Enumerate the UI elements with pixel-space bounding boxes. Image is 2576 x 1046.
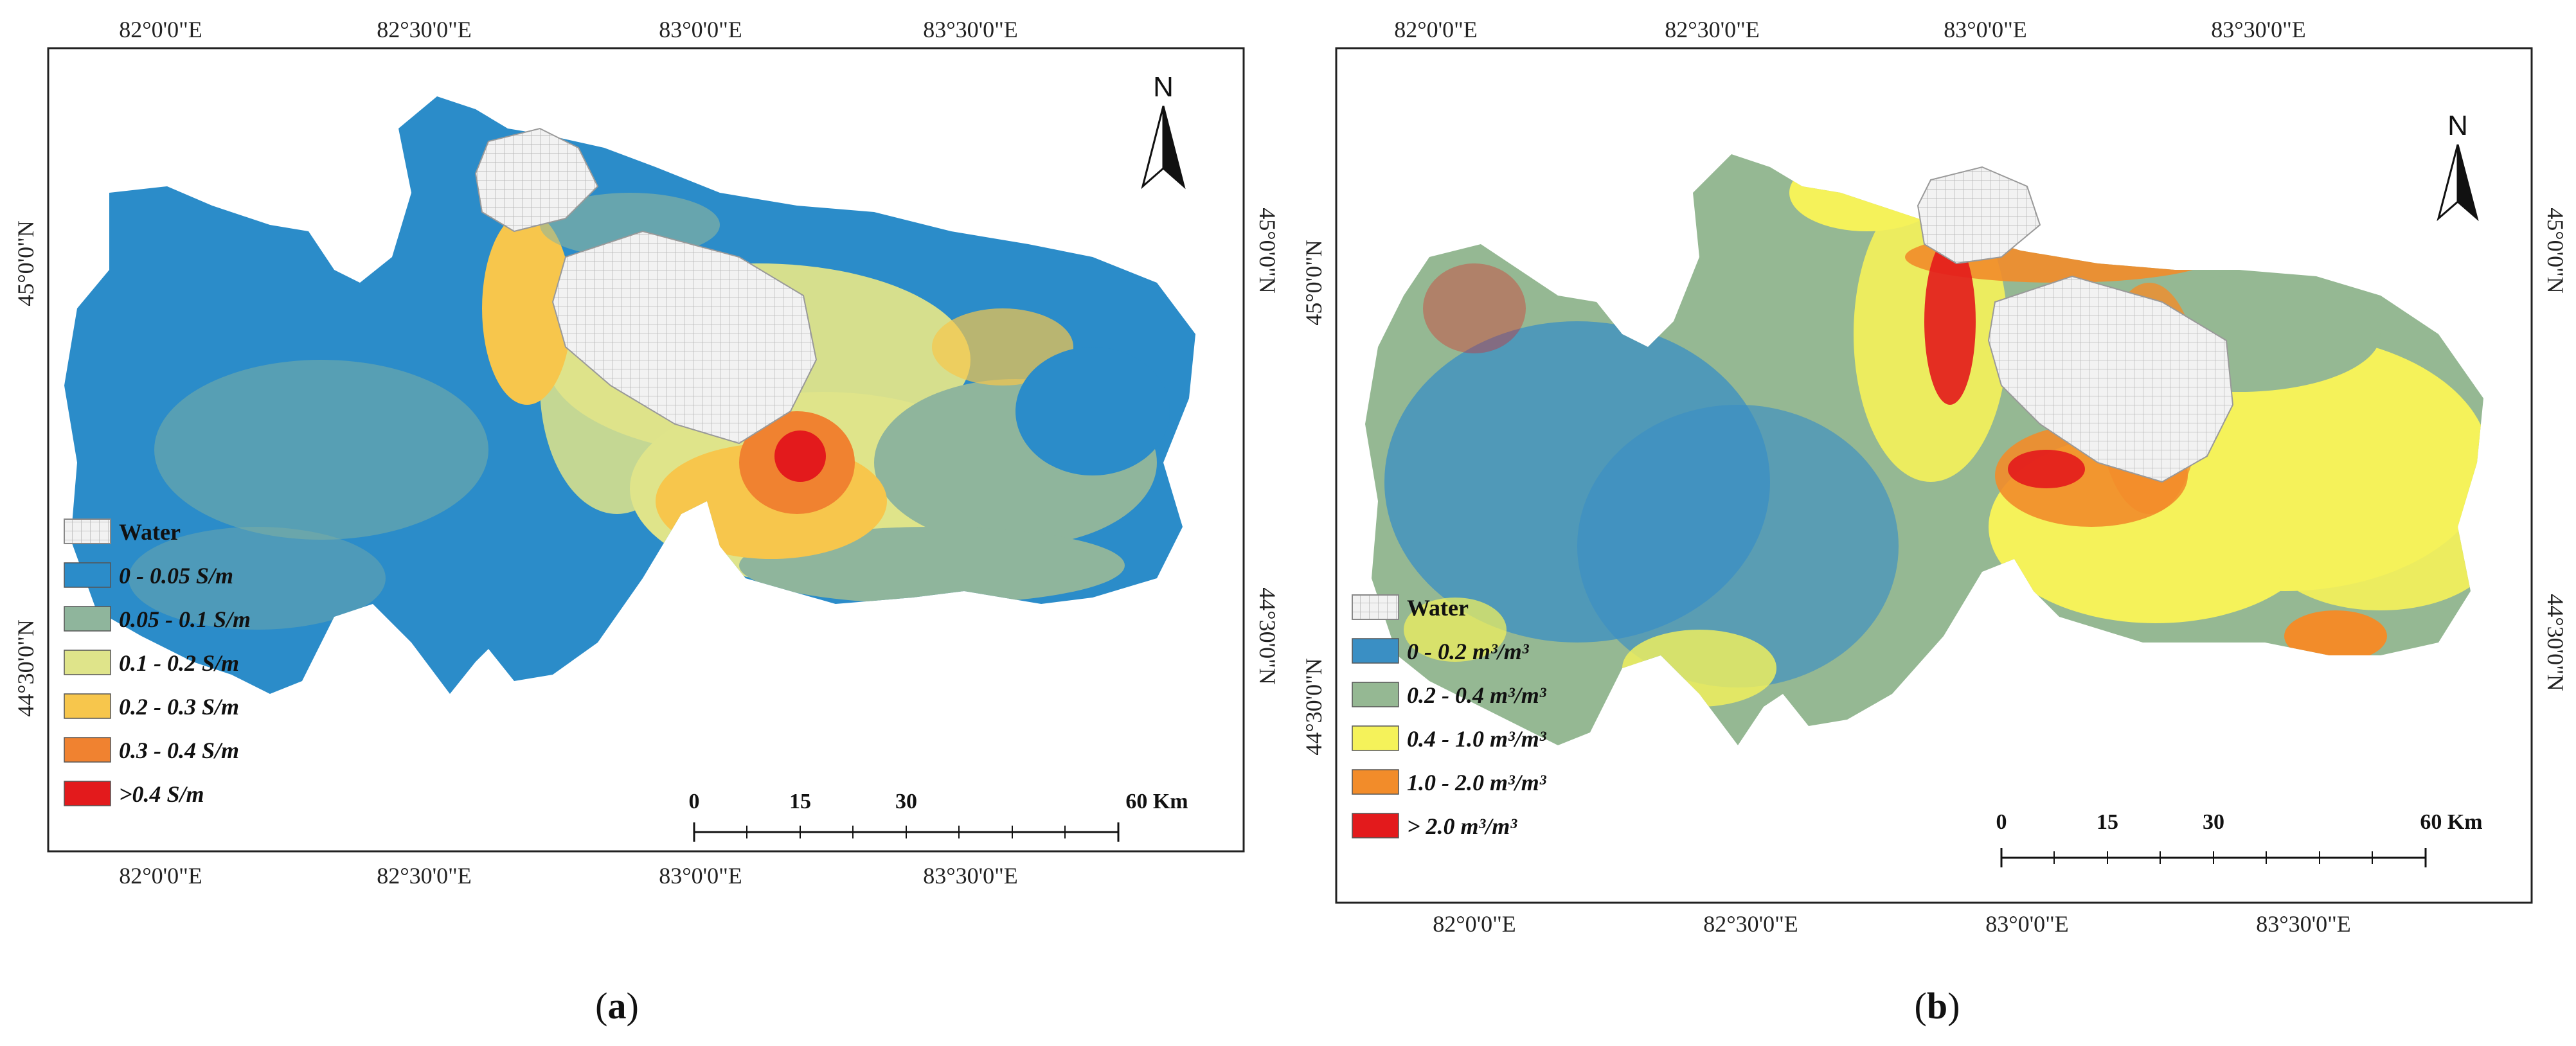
lat-tick: 44°30'0"N — [2543, 594, 2568, 691]
legend-label: > 2.0 m³/m³ — [1407, 813, 1517, 839]
lat-tick: 45°0'0"N — [2543, 208, 2568, 294]
legend-label: 0 - 0.2 m³/m³ — [1407, 639, 1530, 664]
map-b: 82°0'0"E 82°30'0"E 83°0'0"E 83°30'0"E 82… — [1301, 17, 2568, 1027]
legend-item: 0.1 - 0.2 S/m — [64, 650, 239, 676]
lat-tick: 45°0'0"N — [1301, 240, 1327, 326]
legend-label: Water — [1407, 595, 1469, 621]
legend-label: 0 - 0.05 S/m — [119, 563, 233, 589]
lat-tick: 44°30'0"N — [1301, 658, 1327, 756]
lat-ticks-right: 45°0'0"N 44°30'0"N — [1255, 208, 1280, 685]
legend-item: 0.4 - 1.0 m³/m³ — [1352, 725, 1547, 752]
lon-tick: 82°0'0"E — [119, 863, 202, 889]
north-label: N — [2447, 110, 2468, 141]
water-body-main — [551, 230, 818, 445]
lon-tick: 83°0'0"E — [1944, 17, 2027, 42]
legend-label: 0.05 - 0.1 S/m — [119, 607, 251, 632]
lon-tick: 82°30'0"E — [377, 17, 472, 42]
legend-item: 0.2 - 0.3 S/m — [64, 693, 239, 720]
lon-tick: 83°30'0"E — [2211, 17, 2306, 42]
lon-tick: 83°0'0"E — [659, 17, 742, 42]
scale-bar: 0 15 30 60 Km — [1996, 810, 2483, 867]
lon-tick: 83°30'0"E — [923, 17, 1018, 42]
lon-tick: 82°0'0"E — [119, 17, 202, 42]
lon-tick: 83°30'0"E — [2256, 911, 2351, 937]
water-body-north — [474, 127, 599, 233]
scale-label: 60 Km — [2420, 810, 2482, 834]
legend-item: 0 - 0.2 m³/m³ — [1352, 638, 1530, 664]
legend-item: > 2.0 m³/m³ — [1352, 813, 1517, 839]
lon-tick: 82°30'0"E — [1665, 17, 1760, 42]
legend: Water 0 - 0.05 S/m 0.05 - 0.1 S/m 0.1 - … — [64, 519, 251, 807]
lon-tick: 82°30'0"E — [1703, 911, 1798, 937]
lon-tick: 82°0'0"E — [1394, 17, 1478, 42]
water-body-main — [1987, 275, 2234, 483]
lon-ticks-bottom: 82°0'0"E 82°30'0"E 83°0'0"E 83°30'0"E — [119, 863, 1018, 889]
scale-label: 0 — [1996, 810, 2007, 834]
caption-letter: a — [608, 985, 627, 1027]
legend-label: 0.2 - 0.3 S/m — [119, 694, 239, 720]
legend-item-water: Water — [1352, 594, 1469, 621]
lon-tick: 83°0'0"E — [1985, 911, 2069, 937]
lon-ticks-top: 82°0'0"E 82°30'0"E 83°0'0"E 83°30'0"E — [1394, 17, 2306, 42]
legend-item: 0.05 - 0.1 S/m — [64, 606, 251, 632]
caption-letter: b — [1927, 985, 1947, 1027]
lat-tick: 45°0'0"N — [1255, 208, 1280, 294]
svg-text:(a): (a) — [595, 985, 639, 1027]
lat-ticks-left: 45°0'0"N 44°30'0"N — [1301, 240, 1327, 756]
legend-item: 0.3 - 0.4 S/m — [64, 737, 239, 763]
legend-item: 0.2 - 0.4 m³/m³ — [1352, 682, 1547, 708]
lon-ticks-bottom: 82°0'0"E 82°30'0"E 83°0'0"E 83°30'0"E — [1433, 911, 2351, 937]
legend-label: 0.1 - 0.2 S/m — [119, 650, 239, 676]
scale-label: 0 — [689, 790, 700, 813]
map-a: 82°0'0"E 82°30'0"E 83°0'0"E 83°30'0"E 82… — [13, 17, 1280, 1027]
legend-label: 0.4 - 1.0 m³/m³ — [1407, 726, 1547, 752]
lat-ticks-right: 45°0'0"N 44°30'0"N — [2543, 208, 2568, 691]
lat-tick: 44°30'0"N — [1255, 587, 1280, 685]
svg-text:(b): (b) — [1915, 985, 1960, 1027]
legend-label: 1.0 - 2.0 m³/m³ — [1407, 770, 1547, 795]
panel-b: 82°0'0"E 82°30'0"E 83°0'0"E 83°30'0"E 82… — [1288, 0, 2576, 1046]
scale-label: 60 Km — [1125, 790, 1188, 813]
lat-tick: 45°0'0"N — [13, 220, 39, 306]
legend-item-water: Water — [64, 519, 181, 545]
lon-tick: 83°30'0"E — [923, 863, 1018, 889]
legend-item: 0 - 0.05 S/m — [64, 562, 233, 589]
north-label: N — [1153, 71, 1174, 103]
scale-label: 15 — [789, 790, 811, 813]
legend-label: 0.3 - 0.4 S/m — [119, 738, 239, 763]
lon-tick: 83°0'0"E — [659, 863, 742, 889]
north-arrow-icon: N — [2437, 110, 2479, 222]
panel-a: 82°0'0"E 82°30'0"E 83°0'0"E 83°30'0"E 82… — [13, 17, 1280, 1027]
lon-tick: 82°0'0"E — [1433, 911, 1516, 937]
scale-label: 30 — [2203, 810, 2224, 834]
lat-ticks-left: 45°0'0"N 44°30'0"N — [13, 220, 39, 717]
caption-b: (b) — [1915, 985, 1960, 1027]
scale-bar: 0 15 30 60 Km — [689, 790, 1188, 842]
north-arrow-icon: N — [1141, 71, 1186, 190]
scale-label: 15 — [2097, 810, 2118, 834]
lat-tick: 44°30'0"N — [13, 619, 39, 717]
water-body-north — [1917, 166, 2041, 265]
legend: Water 0 - 0.2 m³/m³ 0.2 - 0.4 m³/m³ 0.4 … — [1352, 594, 1547, 839]
legend-item: >0.4 S/m — [64, 781, 204, 807]
scale-label: 30 — [895, 790, 917, 813]
legend-label: 0.2 - 0.4 m³/m³ — [1407, 682, 1547, 708]
lon-ticks-top: 82°0'0"E 82°30'0"E 83°0'0"E 83°30'0"E — [119, 17, 1018, 42]
legend-label: >0.4 S/m — [119, 781, 204, 807]
lon-tick: 82°30'0"E — [377, 863, 472, 889]
caption-a: (a) — [595, 985, 639, 1027]
legend-label: Water — [119, 519, 181, 545]
legend-item: 1.0 - 2.0 m³/m³ — [1352, 769, 1547, 795]
